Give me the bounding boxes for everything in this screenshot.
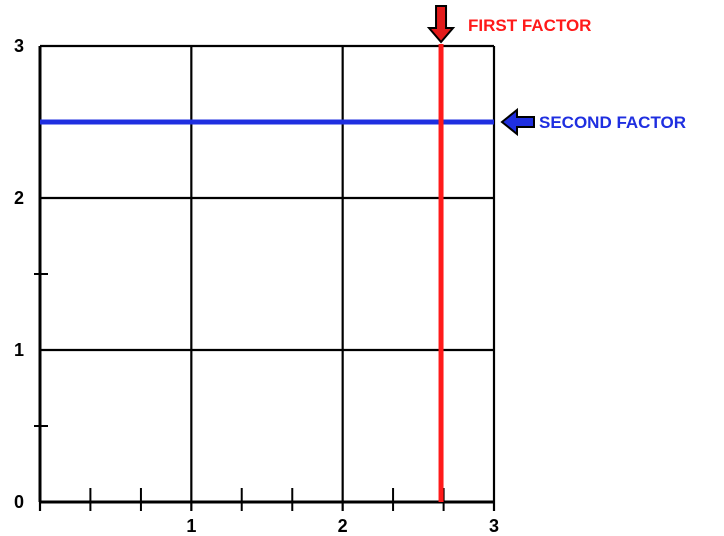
first-factor-label: FIRST FACTOR	[468, 16, 591, 35]
y-tick-label: 3	[14, 36, 24, 56]
axis-ticks	[34, 273, 496, 511]
second-factor-label: SECOND FACTOR	[539, 113, 686, 132]
second-factor-arrow-icon	[500, 107, 535, 137]
x-tick-label: 1	[186, 516, 196, 536]
grid	[38, 44, 496, 504]
x-tick-label: 0	[14, 492, 24, 512]
y-tick-label: 1	[14, 340, 24, 360]
first-factor-arrow-icon	[426, 5, 456, 44]
y-tick-label: 2	[14, 188, 24, 208]
x-tick-label: 2	[338, 516, 348, 536]
x-tick-label: 3	[489, 516, 499, 536]
tick-labels: 0 1 2 3 1 2 3	[14, 36, 499, 536]
